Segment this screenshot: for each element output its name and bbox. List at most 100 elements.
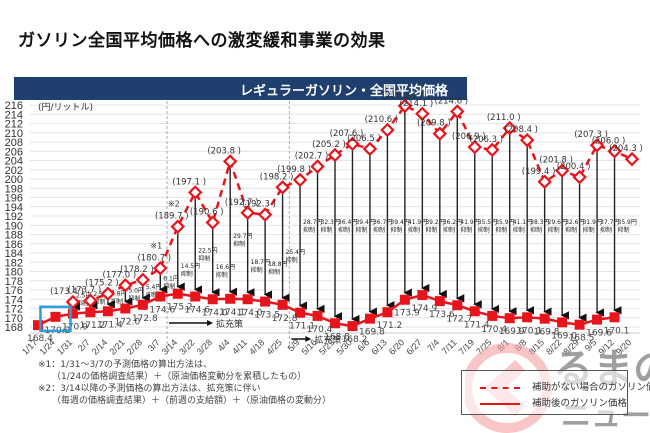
suppression-word-label: 抑制 — [76, 300, 88, 308]
dashed-series-marker — [188, 185, 203, 200]
solid-series-marker — [452, 300, 463, 311]
suppression-amount-label: 18.8円 — [268, 261, 287, 268]
suppression-amount-label: 14.5円 — [181, 263, 200, 270]
x-tick-label: 2/14 — [90, 337, 109, 356]
solid-series-marker — [399, 294, 410, 305]
solid-data-label: 170.1 — [604, 326, 630, 336]
solid-data-label: 169.9 — [499, 327, 525, 337]
solid-data-label: 169.0 — [551, 331, 577, 341]
legend-item-dashed: 補助がない場合のガソリン価格 — [480, 379, 650, 393]
dashed-data-label: (173.4 ) — [50, 287, 84, 297]
y-tick-label: 216 — [5, 100, 23, 112]
dashed-series-marker — [83, 293, 98, 308]
suppression-amount-label: 16.6円 — [216, 264, 235, 271]
dashed-data-label: (203.8 ) — [207, 146, 241, 156]
solid-series-marker — [120, 303, 131, 314]
solid-series-marker — [557, 317, 568, 328]
y-axis-label: (円/リットル) — [38, 102, 93, 113]
y-tick-label: 190 — [5, 220, 23, 232]
solid-series-marker — [592, 314, 603, 325]
dashed-series-marker — [485, 142, 500, 158]
suppression-word-label: 抑制 — [565, 226, 577, 234]
solid-line-swatch-icon — [480, 402, 520, 405]
legend-label-solid: 補助後のガソリン価格 — [532, 398, 628, 409]
dashed-series-line — [72, 104, 633, 304]
x-tick-label: 4/25 — [265, 337, 284, 356]
suppression-amount-label: 39.2円 — [425, 219, 444, 226]
x-tick-label: 8/1 — [495, 337, 511, 353]
solid-data-label: 174.0 — [202, 308, 228, 318]
suppression-amount-label: 35.9円 — [618, 219, 637, 226]
solid-data-label: 169.6 — [586, 329, 612, 339]
dashed-data-label: (207.3 ) — [574, 130, 608, 140]
y-tick-label: 180 — [5, 267, 23, 279]
suppression-amount-label: 38.3円 — [530, 219, 549, 226]
solid-series-marker — [155, 291, 166, 302]
suppression-word-label: 抑制 — [373, 226, 385, 234]
data-labels: (173.4 )(173.7 )(175.2 )(177.0 )(178.2 )… — [27, 91, 643, 345]
dashed-data-label: (192.3 ) — [242, 200, 276, 210]
solid-series-marker — [312, 310, 323, 321]
solid-data-label: 171.4 — [464, 320, 490, 330]
expansion-arrowhead-icon — [305, 336, 312, 342]
dashed-series-marker — [292, 172, 308, 188]
solid-data-label: 175.2 — [167, 303, 193, 313]
x-tick-label: 2/28 — [125, 337, 144, 356]
solid-data-label: 172.0 — [114, 318, 140, 328]
dashed-data-label: (189.7 ) — [155, 212, 189, 222]
dashed-series-marker — [537, 174, 552, 189]
solid-series-marker — [137, 299, 148, 310]
y-tick-label: 202 — [5, 165, 23, 177]
x-tick-label: 4/4 — [216, 337, 232, 353]
solid-series-marker — [190, 291, 201, 302]
x-tick-label: 3/28 — [195, 337, 214, 356]
chart-title: レギュラーガソリン・全国平均価格 — [240, 84, 449, 99]
dashed-data-label: (190.6 ) — [190, 207, 224, 217]
solid-series-marker — [347, 321, 358, 332]
x-tick-label: 2/7 — [76, 337, 92, 353]
suppression-amount-label: 36.2円 — [443, 219, 462, 226]
x-tick-label: 1/31 — [55, 337, 74, 356]
x-tick-label: 6/13 — [369, 337, 388, 356]
dashed-data-label: (175.2 ) — [85, 279, 119, 289]
dashed-line-swatch-icon — [480, 386, 520, 389]
solid-series-marker — [364, 313, 375, 324]
solid-data-label: 172.8 — [272, 314, 298, 324]
x-tick-label: 8/8 — [513, 337, 529, 353]
solid-series-marker — [225, 293, 236, 304]
solid-series-marker — [207, 294, 218, 305]
suppression-word-label: 抑制 — [478, 226, 490, 234]
y-tick-label: 196 — [5, 193, 23, 205]
x-tick-label: 3/14 — [160, 337, 179, 356]
dashed-data-label: (207.6 ) — [330, 129, 364, 139]
dashed-data-label: (200.4 ) — [557, 162, 591, 172]
solid-series-marker — [295, 307, 306, 318]
dashed-series-marker — [624, 151, 640, 167]
solid-data-label: 174.9 — [411, 304, 437, 314]
dashed-data-label: (173.7 ) — [68, 286, 102, 296]
dashed-data-label: (198.2 ) — [260, 172, 294, 182]
suppression-word-label: 抑制 — [181, 270, 193, 278]
solid-series-marker — [172, 288, 183, 299]
dashed-series-marker — [415, 106, 430, 121]
solid-series-marker — [469, 306, 480, 317]
solid-data-label: 171.4 — [97, 320, 123, 330]
dashed-data-label: (199.8 ) — [277, 165, 311, 175]
suppression-amount-label: 41.9円 — [408, 219, 427, 226]
solid-series-marker — [330, 318, 340, 329]
dashed-series-marker — [118, 278, 133, 293]
dashed-series-marker — [397, 98, 413, 114]
note-1-marker: ※1 — [150, 241, 162, 250]
y-tick-label: 170 — [5, 313, 23, 325]
dashed-series-marker — [502, 120, 517, 136]
suppression-amount-label: 36.7円 — [373, 219, 392, 226]
dashed-data-label: (209.8 ) — [417, 119, 451, 129]
dashed-data-label: (177.0 ) — [103, 270, 137, 280]
suppression-word-label: 抑制 — [425, 226, 437, 234]
y-tick-label: 210 — [5, 128, 23, 140]
dashed-data-label: (178.2 ) — [120, 265, 154, 275]
suppression-word-label: 抑制 — [303, 226, 315, 234]
solid-data-label: 171.1 — [289, 322, 315, 332]
solid-data-label: 169.8 — [359, 328, 385, 338]
dashed-data-label: (211.0 ) — [487, 113, 521, 123]
